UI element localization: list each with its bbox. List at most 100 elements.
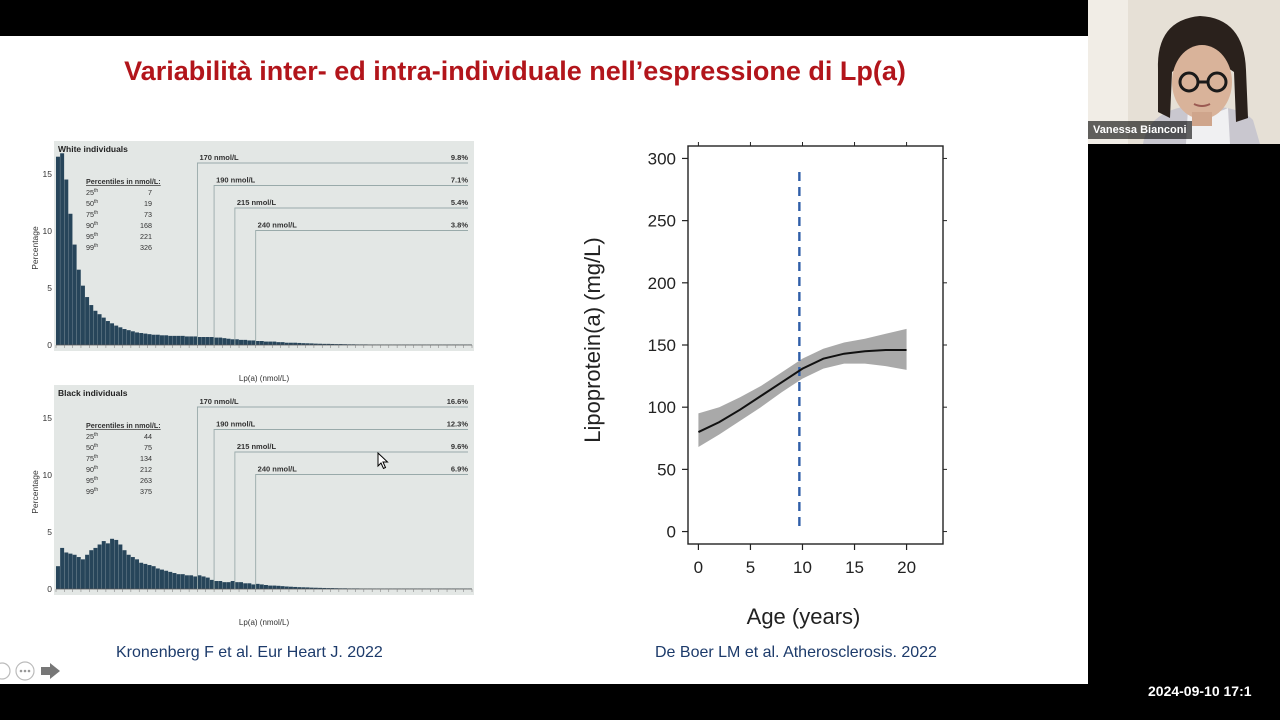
y-tick-label: 15 xyxy=(43,413,53,423)
histogram-y-axis-black: 15 10 5 0 Percentage xyxy=(30,413,53,594)
x-tick-label: 10 xyxy=(793,558,812,577)
histogram-y-axis-white: 15 10 5 0 Percentage xyxy=(30,169,53,350)
histogram-bar xyxy=(60,547,65,589)
threshold-percent: 6.9% xyxy=(451,465,468,474)
percentiles-header: Percentiles in nmol/L: xyxy=(86,177,161,186)
histogram-bar xyxy=(93,547,98,589)
percentile-value: 44 xyxy=(144,432,152,441)
histogram-bar xyxy=(280,342,285,345)
y-tick-label: 150 xyxy=(648,336,676,355)
histogram-bar xyxy=(276,585,281,589)
lpa-age-line-chart: 0 50 100 150 200 250 300 0 5 10 15 20 Age (years) Lip… xyxy=(580,142,947,629)
y-tick-label: 5 xyxy=(47,527,52,537)
histogram-bar xyxy=(326,343,331,345)
timestamp: 2024-09-10 17:1 xyxy=(1148,683,1252,699)
threshold-percent: 16.6% xyxy=(447,397,469,406)
histogram-bar xyxy=(322,587,327,589)
histogram-bar xyxy=(280,586,285,589)
histogram-bar xyxy=(68,553,73,589)
histogram-white-panel: White individuals 170 nmol/L 9.8% 190 nmol/… xyxy=(54,141,474,351)
threshold-line xyxy=(213,429,468,589)
x-tick-label: 15 xyxy=(845,558,864,577)
histogram-bar xyxy=(147,334,152,345)
histogram-bar xyxy=(293,342,298,345)
histogram-bar xyxy=(288,342,293,345)
x-axis-label: Lp(a) (nmol/L) xyxy=(239,374,290,383)
histogram-bar xyxy=(297,587,302,589)
histogram-bar xyxy=(288,586,293,589)
histogram-white: White individuals 170 nmol/L 9.8% 190 nmol/… xyxy=(55,144,473,348)
histogram-bar xyxy=(105,321,110,345)
citation-left: Kronenberg F et al. Eur Heart J. 2022 xyxy=(116,644,383,661)
percentile-label: 95th xyxy=(86,232,98,241)
y-tick-label: 250 xyxy=(648,212,676,231)
y-tick-label: 10 xyxy=(43,226,53,236)
threshold-percent: 12.3% xyxy=(447,420,469,429)
histogram-bar xyxy=(72,554,77,589)
histogram-bar xyxy=(251,340,256,345)
histogram-bar xyxy=(301,587,306,589)
histogram-bar xyxy=(222,338,227,345)
histogram-bar xyxy=(318,343,323,345)
percentile-value: 263 xyxy=(140,476,152,485)
threshold-line xyxy=(196,162,468,345)
x-tick-label: 20 xyxy=(897,558,916,577)
histogram-bar xyxy=(164,335,169,345)
histogram-bar xyxy=(301,343,306,345)
histogram-bar xyxy=(214,581,219,589)
y-tick-label: 5 xyxy=(47,283,52,293)
histogram-bar xyxy=(68,213,73,345)
histogram-bar xyxy=(209,579,214,589)
histogram-bar xyxy=(330,343,335,345)
histogram-bar xyxy=(264,585,268,589)
histogram-bar xyxy=(110,538,115,589)
histogram-bar xyxy=(209,337,214,345)
histogram-bar xyxy=(193,576,198,589)
percentile-value: 75 xyxy=(144,443,152,452)
histogram-bar xyxy=(114,539,119,589)
histogram-bar xyxy=(60,153,65,345)
y-tick-label: 10 xyxy=(43,470,53,480)
histogram-bar xyxy=(114,325,119,345)
histogram-bar xyxy=(247,583,252,589)
histogram-bar xyxy=(89,305,94,345)
threshold-percent: 9.6% xyxy=(451,442,468,451)
histogram-bar xyxy=(101,541,106,589)
more-options-button[interactable] xyxy=(15,661,35,681)
histogram-bar xyxy=(218,581,223,589)
histogram-bar xyxy=(226,338,231,345)
histogram-bar xyxy=(80,559,85,589)
histogram-bar xyxy=(85,554,90,589)
previous-slide-button[interactable] xyxy=(0,662,11,680)
y-axis-label: Lipoprotein(a) (mg/L) xyxy=(580,237,605,442)
histogram-bar xyxy=(318,587,323,589)
x-axis-label: Lp(a) (nmol/L) xyxy=(239,618,290,627)
threshold-label: 215 nmol/L xyxy=(237,442,277,451)
threshold-label: 170 nmol/L xyxy=(199,153,239,162)
histogram-bar xyxy=(101,317,106,345)
threshold-line xyxy=(196,406,468,589)
threshold-line xyxy=(255,474,468,589)
histogram-bar xyxy=(126,554,131,589)
histogram-bar xyxy=(139,333,144,345)
threshold-line xyxy=(255,230,468,345)
threshold-line xyxy=(213,185,468,345)
histogram-bar xyxy=(184,336,189,345)
y-axis-label: Percentage xyxy=(30,470,40,514)
histogram-bar xyxy=(259,584,264,589)
threshold-label: 190 nmol/L xyxy=(216,176,256,185)
histogram-bar xyxy=(230,339,235,345)
histogram-bar xyxy=(272,341,277,345)
histogram-bar xyxy=(89,550,94,589)
histogram-bar xyxy=(268,585,273,589)
x-axis-label: Age (years) xyxy=(747,604,861,629)
histogram-bar xyxy=(160,569,164,589)
histogram-bar xyxy=(56,566,60,589)
histogram-bar xyxy=(80,285,85,345)
histogram-bar xyxy=(255,583,260,589)
percentiles-header: Percentiles in nmol/L: xyxy=(86,421,161,430)
percentile-label: 75th xyxy=(86,210,98,219)
next-slide-button[interactable] xyxy=(41,663,60,679)
histogram-bar xyxy=(293,586,298,589)
y-axis-label: Percentage xyxy=(30,226,40,270)
